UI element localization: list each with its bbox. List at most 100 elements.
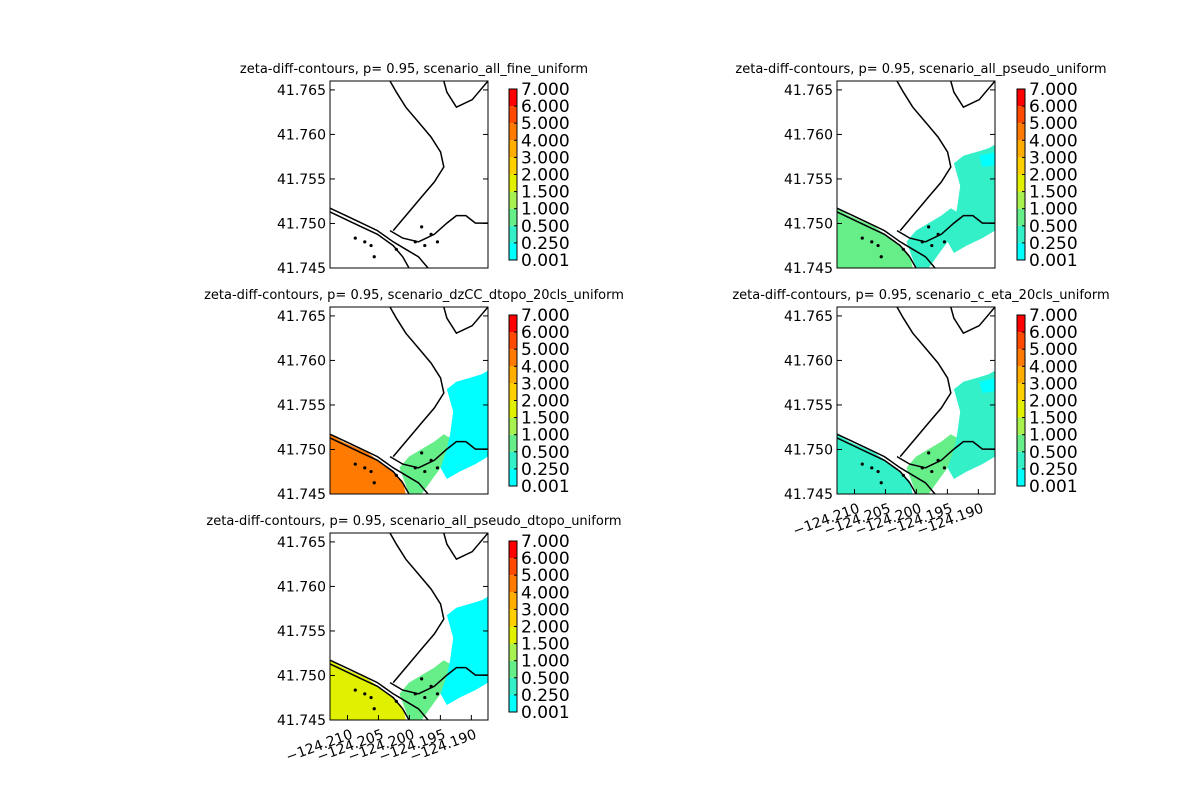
y-tick-label: 41.765 <box>784 309 833 325</box>
colorbar-label: 6.000 <box>1029 97 1078 117</box>
island-dot <box>420 451 424 455</box>
colorbar-label: 1.500 <box>1029 183 1078 203</box>
colorbar-label: 5.000 <box>521 340 570 360</box>
nearshore-fill <box>330 434 406 494</box>
nearshore-fill <box>837 434 913 494</box>
colorbar-segment <box>1017 383 1025 401</box>
plot-frame <box>329 306 489 495</box>
island-dot <box>369 695 373 700</box>
colorbar-label: 0.001 <box>521 251 570 271</box>
colorbar: 0.0010.2500.5001.0001.5002.0003.0004.000… <box>1016 306 1078 497</box>
colorbar-segment <box>509 208 517 226</box>
map-content <box>837 307 995 494</box>
island-dot <box>369 469 373 474</box>
island-dot <box>435 466 440 470</box>
colorbar-label: 5.000 <box>1029 340 1078 360</box>
island-dot <box>870 466 874 470</box>
y-tick-label: 41.745 <box>277 487 326 503</box>
colorbar: 0.0010.2500.5001.0001.5002.0003.0004.000… <box>508 80 570 271</box>
y-tick-label: 41.750 <box>277 442 326 458</box>
colorbar-label: 0.250 <box>521 234 570 254</box>
island-dot <box>876 469 880 474</box>
y-tick-label: 41.760 <box>784 353 833 369</box>
colorbar-segment <box>509 174 517 192</box>
colorbar-label: 0.250 <box>521 460 570 480</box>
subplot-title: zeta-diff-contours, p= 0.95, scenario_al… <box>735 62 1106 77</box>
coastline-5 <box>950 81 995 109</box>
colorbar-label: 4.000 <box>521 131 570 151</box>
coastline-2 <box>389 214 488 243</box>
plot-frame <box>836 80 996 269</box>
island-dot <box>394 699 398 703</box>
island-dot <box>429 232 433 236</box>
upper-fill <box>440 370 488 479</box>
colorbar-label: 6.000 <box>1029 323 1078 343</box>
coastline-3 <box>837 433 936 494</box>
colorbar-label: 5.000 <box>521 114 570 134</box>
colorbar-label: 1.000 <box>1029 426 1078 446</box>
map-content <box>837 81 995 268</box>
colorbar-label: 1.500 <box>521 183 570 203</box>
upper-patch <box>472 378 488 393</box>
colorbar-label: 3.000 <box>1029 374 1078 394</box>
colorbar-label: 4.000 <box>521 357 570 377</box>
colorbar-label: 7.000 <box>1029 306 1078 326</box>
colorbar-segment <box>1017 106 1025 124</box>
coastline-2 <box>896 440 995 469</box>
colorbar-segment <box>509 400 517 418</box>
island-dot <box>363 692 367 696</box>
colorbar-segment <box>1017 174 1025 192</box>
island-dot <box>870 240 874 244</box>
colorbar-segment <box>509 140 517 158</box>
island-dot <box>353 462 357 466</box>
colorbar-segment <box>509 349 517 367</box>
island-dot <box>372 255 376 259</box>
subplot-title: zeta-diff-contours, p= 0.95, scenario_al… <box>206 514 621 529</box>
colorbar: 0.0010.2500.5001.0001.5002.0003.0004.000… <box>1016 80 1078 271</box>
coastline-4 <box>837 211 917 268</box>
y-tick-label: 41.750 <box>277 216 326 232</box>
colorbar-segment <box>509 242 517 260</box>
coastline-5 <box>443 81 488 109</box>
colorbar-segment <box>509 592 517 610</box>
colorbar-label: 2.000 <box>1029 166 1078 186</box>
subplot-1: zeta-diff-contours, p= 0.95, scenario_al… <box>240 62 588 277</box>
y-tick-label: 41.745 <box>784 261 833 277</box>
y-tick-label: 41.760 <box>277 579 326 595</box>
nearshore-fill <box>330 660 406 720</box>
y-tick-label: 41.765 <box>277 535 326 551</box>
coastline-1 <box>896 81 952 232</box>
coastline-2 <box>896 214 995 243</box>
colorbar-segment <box>509 468 517 486</box>
coastline-5 <box>443 533 488 561</box>
upper-fill <box>947 370 995 479</box>
colorbar-segment <box>1017 157 1025 175</box>
colorbar-segment <box>509 451 517 469</box>
colorbar-segment <box>509 541 517 559</box>
colorbar-segment <box>509 157 517 175</box>
island-dot <box>936 458 940 462</box>
colorbar-segment <box>509 660 517 678</box>
island-dot <box>930 469 934 474</box>
upper-patch <box>472 604 488 619</box>
colorbar-label: 7.000 <box>1029 80 1078 100</box>
colorbar: 0.0010.2500.5001.0001.5002.0003.0004.000… <box>508 306 570 497</box>
coastline-4 <box>837 437 917 494</box>
island-dot <box>860 236 864 240</box>
y-tick-label: 41.755 <box>784 398 833 414</box>
island-dot <box>927 451 931 455</box>
colorbar-label: 7.000 <box>521 532 570 552</box>
colorbar-label: 5.000 <box>521 566 570 586</box>
upper-fill <box>440 596 488 705</box>
colorbar-label: 6.000 <box>521 97 570 117</box>
island-dot <box>901 247 905 251</box>
colorbar-label: 2.000 <box>521 166 570 186</box>
colorbar: 0.0010.2500.5001.0001.5002.0003.0004.000… <box>508 532 570 723</box>
coastline-1 <box>389 307 445 458</box>
island-dot <box>901 473 905 477</box>
colorbar-label: 0.500 <box>1029 443 1078 463</box>
coastline-1 <box>389 81 445 232</box>
colorbar-segment <box>509 383 517 401</box>
map-content <box>330 307 488 494</box>
colorbar-label: 0.250 <box>1029 460 1078 480</box>
